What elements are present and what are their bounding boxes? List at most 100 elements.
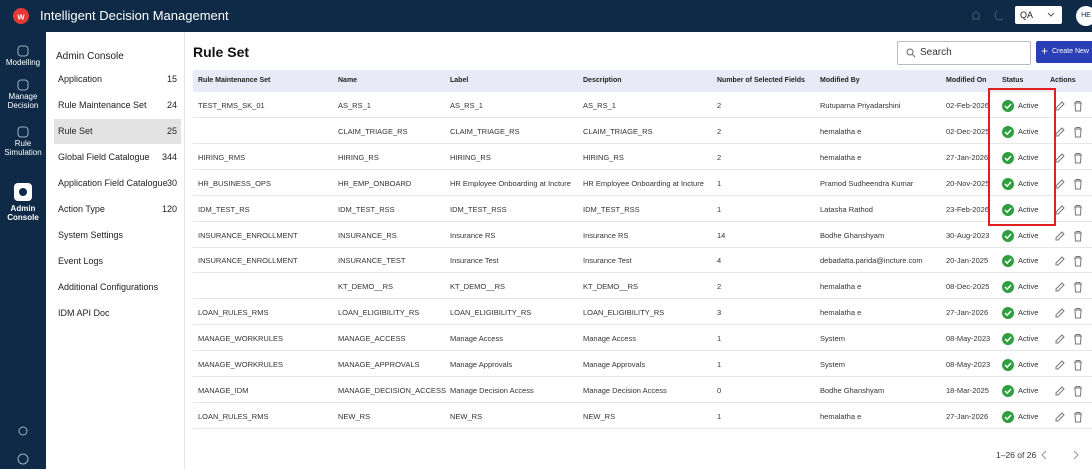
table-cell: Bodhe Ghanshyam: [820, 230, 885, 240]
search-box[interactable]: Search: [897, 41, 1031, 65]
delete-button[interactable]: [1072, 254, 1084, 272]
delete-button[interactable]: [1072, 384, 1084, 402]
table-cell: 02-Feb-2026: [946, 101, 989, 110]
pagination-arrows[interactable]: [1040, 449, 1090, 461]
table-cell: CLAIM_TRIAGE_RS: [338, 126, 408, 136]
row-actions: [1054, 125, 1090, 138]
row-divider: [193, 350, 1092, 352]
edit-button[interactable]: [1054, 332, 1066, 350]
menu-item[interactable]: Rule Maintenance Set 24: [54, 93, 181, 118]
table-cell: 1: [717, 360, 722, 369]
table-cell: KT_DEMO__RS: [338, 282, 394, 292]
table-cell: 2: [717, 152, 722, 162]
edit-button[interactable]: [1054, 125, 1066, 143]
delete-button[interactable]: [1072, 203, 1084, 221]
edit-button-graphic: [1055, 230, 1065, 240]
table-cell: LOAN_ELIGIBILITY_RS: [583, 308, 665, 318]
environment-select[interactable]: QA: [1015, 6, 1062, 24]
plus-icon: +: [1041, 44, 1049, 58]
menu-item[interactable]: Action Type 120: [54, 197, 181, 222]
delete-button-graphic: [1074, 152, 1082, 164]
edit-button[interactable]: [1054, 280, 1066, 298]
status-icon: [1002, 151, 1014, 169]
delete-button[interactable]: [1072, 280, 1084, 298]
avatar[interactable]: HE: [1076, 6, 1092, 26]
status-icon-graphic: [1002, 384, 1014, 397]
table-cell: CLAIM_TRIAGE_RS: [583, 126, 653, 136]
rail-icon-graphic: [17, 79, 29, 91]
edit-button[interactable]: [1054, 229, 1066, 247]
menu-item[interactable]: System Settings: [54, 223, 181, 248]
status-icon-graphic: [1002, 359, 1014, 371]
menu-item[interactable]: IDM API Doc: [54, 301, 181, 326]
top-bar: w Intelligent Decision Management QA HE: [0, 0, 1092, 32]
create-button-label: Create New: [1052, 48, 1089, 55]
edit-button[interactable]: [1054, 99, 1066, 117]
delete-button[interactable]: [1072, 177, 1084, 195]
edit-button-graphic: [1055, 308, 1065, 318]
edit-button[interactable]: [1054, 254, 1066, 272]
table-cell: AS_RS_1: [450, 101, 483, 110]
delete-button[interactable]: [1072, 125, 1084, 143]
delete-button[interactable]: [1072, 99, 1084, 117]
edit-button[interactable]: [1054, 358, 1066, 376]
svg-text:w: w: [16, 12, 25, 22]
table-cell: hemalatha e: [820, 282, 862, 292]
row-actions: [1054, 280, 1090, 293]
menu-item[interactable]: Application 15: [54, 67, 181, 92]
delete-button-graphic: [1074, 204, 1082, 216]
menu-item[interactable]: Global Field Catalogue 344: [54, 145, 181, 170]
side-rail: Modelling Manage Decision Rule Simulation A…: [0, 32, 46, 469]
menu-title: Admin Console: [56, 51, 124, 62]
create-button[interactable]: + Create New: [1036, 41, 1092, 63]
table-cell: Insurance RS: [450, 230, 496, 240]
status-label: Active: [1018, 178, 1039, 188]
delete-button[interactable]: [1072, 306, 1084, 324]
delete-button[interactable]: [1072, 410, 1084, 428]
table-cell: Manage Approvals: [450, 360, 513, 369]
column-header: Label: [450, 77, 469, 84]
table-cell: Manage Approvals: [583, 360, 646, 369]
delete-button-graphic: [1074, 126, 1082, 138]
status-icon: [1002, 99, 1014, 117]
row-divider: [193, 427, 1092, 429]
table-cell: 2: [717, 282, 722, 292]
delete-button[interactable]: [1072, 358, 1084, 376]
search-placeholder: Search: [920, 47, 952, 58]
rail-icon: [17, 78, 29, 96]
rail-icon: [17, 125, 29, 143]
rail-item[interactable]: Rule Simulation: [0, 125, 46, 175]
table-cell: System: [820, 334, 846, 344]
status-label: Active: [1018, 126, 1039, 136]
row-divider: [193, 376, 1092, 377]
delete-button[interactable]: [1072, 332, 1084, 350]
menu-item[interactable]: Event Logs: [54, 249, 181, 274]
edit-button[interactable]: [1054, 306, 1066, 324]
edit-button[interactable]: [1054, 177, 1066, 195]
table-cell: 27-Jan-2026: [946, 152, 989, 162]
delete-button[interactable]: [1072, 229, 1084, 247]
edit-button[interactable]: [1054, 151, 1066, 169]
column-header: Modified By: [820, 77, 860, 84]
status-icon-graphic: [1002, 177, 1014, 190]
menu-item[interactable]: Application Field Catalogue 30: [54, 171, 181, 196]
delete-button[interactable]: [1072, 151, 1084, 169]
menu-item[interactable]: Additional Configurations: [54, 275, 181, 300]
row-divider: [193, 168, 1092, 170]
edit-button[interactable]: [1054, 384, 1066, 402]
edit-button[interactable]: [1054, 410, 1066, 428]
rail-item[interactable]: Manage Decision: [0, 78, 46, 128]
table-cell: Manage Decision Access: [450, 385, 534, 395]
menu-item[interactable]: Rule Set 25: [54, 119, 181, 144]
menu-item-label: Event Logs: [58, 256, 104, 266]
edit-button[interactable]: [1054, 203, 1066, 221]
rail-item[interactable]: Modelling: [0, 44, 46, 94]
edit-button-graphic: [1055, 101, 1065, 111]
highlight-box: [988, 88, 1056, 226]
rail-item[interactable]: Admin Console: [0, 183, 46, 233]
status-icon-graphic: [1002, 229, 1014, 242]
table-cell: Insurance Test: [583, 256, 632, 266]
admin-menu: Admin Console Application 15 Rule Maintena…: [46, 32, 185, 469]
header-icons[interactable]: [970, 9, 1006, 23]
